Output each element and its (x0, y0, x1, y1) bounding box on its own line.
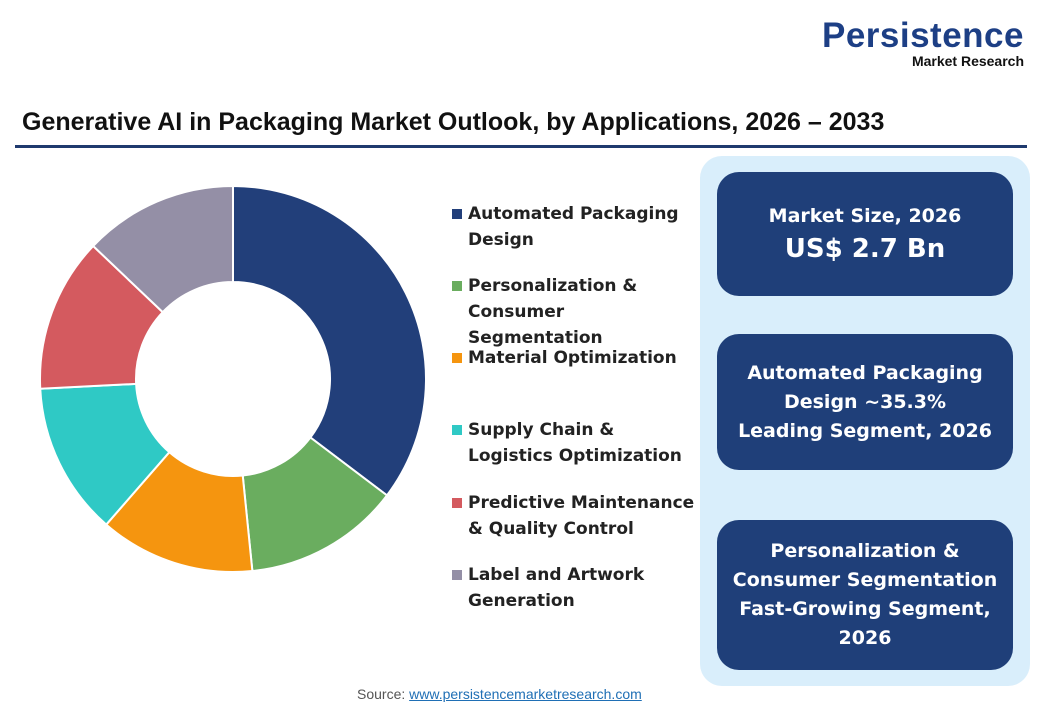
card-line: Leading Segment, 2026 (738, 419, 992, 442)
legend-item: Personalization & Consumer Segmentation (452, 273, 702, 351)
legend-swatch (452, 498, 462, 508)
fast-growing-card: Personalization & Consumer Segmentation … (717, 520, 1013, 670)
market-size-value: US$ 2.7 Bn (784, 233, 946, 264)
card-line: Consumer Segmentation (732, 569, 998, 591)
donut-slice (232, 184, 427, 497)
legend-label: Predictive Maintenance & Quality Control (468, 493, 695, 539)
card-line: Automated Packaging (747, 361, 983, 384)
legend-label: Material Optimization (468, 348, 677, 368)
legend-swatch (452, 425, 462, 435)
leading-segment-card: Automated Packaging Design ~35.3% Leadin… (717, 334, 1013, 470)
legend-swatch (452, 353, 462, 363)
legend-item: Automated Packaging Design (452, 201, 702, 253)
card-line: Personalization & (770, 540, 960, 562)
card-line: Fast-Growing Segment, (739, 598, 991, 620)
logo-subtitle: Market Research (911, 53, 1024, 69)
card-line: Design ~35.3% (783, 390, 947, 413)
logo: Persistence Market Research (821, 16, 1024, 69)
chart-title: Generative AI in Packaging Market Outloo… (22, 108, 885, 136)
legend-label: Personalization & Consumer Segmentation (468, 276, 638, 348)
donut-slice (91, 184, 234, 314)
legend-swatch (452, 570, 462, 580)
source-link[interactable]: www.persistencemarketresearch.com (409, 686, 642, 702)
market-size-card: Market Size, 2026 US$ 2.7 Bn (717, 172, 1013, 296)
market-size-label: Market Size, 2026 (768, 204, 962, 227)
source-note: Source: www.persistencemarketresearch.co… (357, 686, 642, 702)
legend-swatch (452, 209, 462, 219)
legend-item: Material Optimization (452, 345, 702, 371)
legend-swatch (452, 281, 462, 291)
summary-panel: Market Size, 2026 US$ 2.7 Bn Automated P… (700, 156, 1030, 686)
title-divider (15, 145, 1027, 148)
legend-item: Label and Artwork Generation (452, 562, 702, 614)
source-label: Source: (357, 686, 406, 702)
card-line: 2026 (838, 627, 892, 649)
donut-chart (39, 184, 427, 573)
legend-item: Predictive Maintenance & Quality Control (452, 490, 702, 542)
legend-label: Label and Artwork Generation (468, 565, 645, 611)
legend-item: Supply Chain & Logistics Optimization (452, 417, 702, 469)
legend-label: Supply Chain & Logistics Optimization (468, 420, 682, 466)
logo-name: Persistence (821, 16, 1024, 55)
legend-label: Automated Packaging Design (468, 204, 679, 250)
